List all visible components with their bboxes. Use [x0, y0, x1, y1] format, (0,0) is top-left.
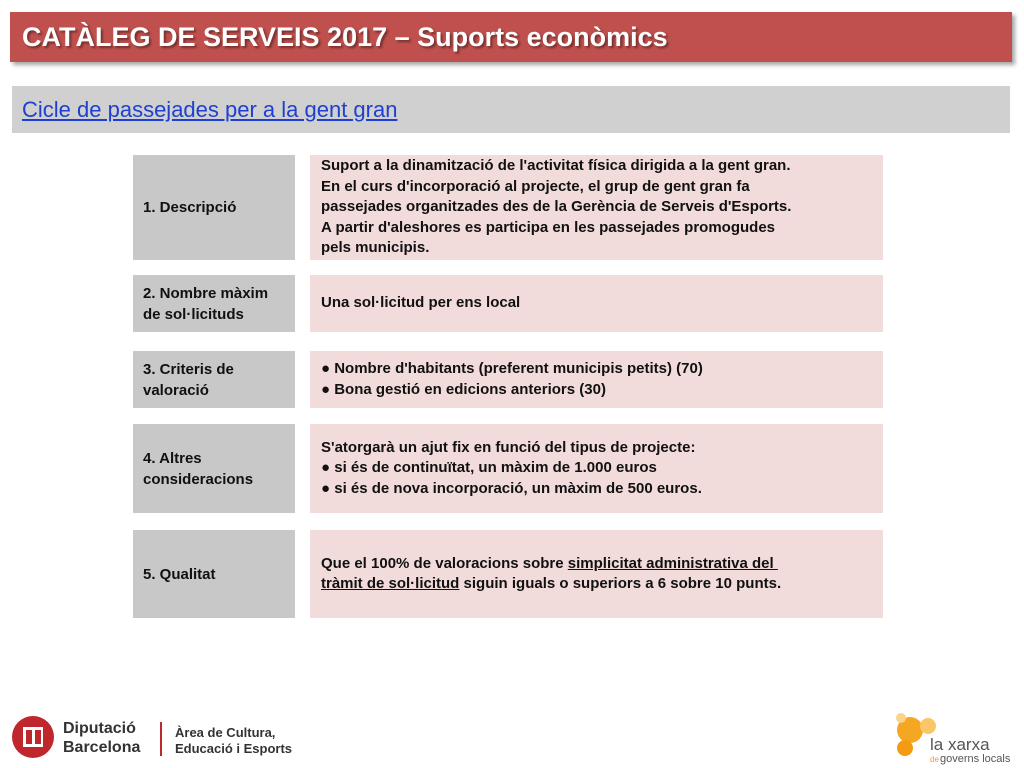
label-line: de sol·licituds: [143, 305, 244, 323]
content-line: tràmit de sol·licitud siguin iguals o su…: [321, 574, 781, 595]
logo-text: Barcelona: [63, 739, 140, 756]
logo-stripe: [26, 730, 32, 744]
subtitle-bar: Cicle de passejades per a la gent gran: [12, 86, 1010, 133]
label-line: consideracions: [143, 470, 254, 488]
row-label: 3. Criteris de valoració: [133, 351, 295, 408]
title-bar: CATÀLEG DE SERVEIS 2017 – Suports econòm…: [10, 12, 1012, 62]
label-line: valoració: [143, 381, 209, 399]
label-line: 4. Altres: [143, 449, 202, 467]
label-text: 5. Qualitat: [143, 564, 216, 585]
content-text: ● Nombre d'habitants (preferent municipi…: [321, 359, 703, 400]
content-text: Que el 100% de valoracions sobre simplic…: [321, 554, 781, 595]
logo-dot: [897, 717, 923, 743]
label-line: 3. Criteris de: [143, 360, 234, 378]
content-line: passejades organitzades des de la Gerènc…: [321, 198, 792, 216]
logo-dot: [920, 718, 936, 734]
content-segment: tràmit de sol·licitud: [321, 575, 460, 592]
content-line: En el curs d'incorporació al projecte, e…: [321, 177, 750, 195]
row-label: 2. Nombre màxim de sol·licituds: [133, 275, 295, 332]
label-text: 3. Criteris de valoració: [143, 359, 234, 401]
label-text: 4. Altres consideracions: [143, 448, 253, 490]
content-text: Una sol·licitud per ens local: [321, 293, 520, 314]
content-text: S'atorgarà un ajut fix en funció del tip…: [321, 438, 702, 500]
content-line: Una sol·licitud per ens local: [321, 294, 521, 312]
content-line: Suport a la dinamització de l'activitat …: [321, 157, 791, 175]
logo-text: la xarxa: [930, 735, 990, 754]
content-segment: Que el 100% de valoracions sobre: [321, 554, 568, 572]
logo-text: de: [930, 755, 939, 764]
logo-text: governs locals: [940, 753, 1011, 765]
row-content: Suport a la dinamització de l'activitat …: [310, 155, 883, 260]
label-text: 1. Descripció: [143, 197, 236, 218]
content-line: Que el 100% de valoracions sobre simplic…: [321, 554, 781, 575]
content-text: Suport a la dinamització de l'activitat …: [321, 156, 791, 259]
department-text: Àrea de Cultura,: [175, 725, 275, 740]
subtitle-link[interactable]: Cicle de passejades per a la gent gran: [22, 97, 398, 122]
title: CATÀLEG DE SERVEIS 2017 – Suports econòm…: [22, 22, 668, 52]
content-line: A partir d'aleshores es participa en les…: [321, 218, 776, 236]
row-label: 1. Descripció: [133, 155, 295, 260]
department-text: Educació i Esports: [175, 741, 292, 756]
logo-text: Diputació: [63, 720, 136, 737]
row-content: Que el 100% de valoracions sobre simplic…: [310, 530, 883, 618]
row-label: 5. Qualitat: [133, 530, 295, 618]
label-text: 2. Nombre màxim de sol·licituds: [143, 283, 268, 325]
label-line: 5. Qualitat: [143, 565, 216, 583]
label-line: 2. Nombre màxim: [143, 284, 269, 302]
content-line: ● Nombre d'habitants (preferent municipi…: [321, 360, 703, 377]
content-line: ● si és de nova incorporació, un màxim d…: [321, 479, 702, 497]
logo-dot: [896, 713, 906, 723]
logo-dot: [897, 740, 913, 756]
row-content: Una sol·licitud per ens local: [310, 275, 883, 332]
row-content: ● Nombre d'habitants (preferent municipi…: [310, 351, 883, 408]
logo-stripe: [35, 730, 41, 744]
content-segment: siguin iguals o superiors a 6 sobre 10 p…: [459, 575, 782, 592]
content-line: ● Bona gestió en edicions anteriors (30): [321, 380, 606, 398]
footer-right: la xarxa de governs locals: [896, 713, 1011, 765]
row-label: 4. Altres consideracions: [133, 424, 295, 513]
row-content: S'atorgarà un ajut fix en funció del tip…: [310, 424, 883, 513]
footer-left: Diputació Barcelona Àrea de Cultura, Edu…: [12, 716, 292, 758]
content-line: pels municipis.: [321, 239, 430, 257]
content-line: ● si és de continuïtat, un màxim de 1.00…: [321, 459, 657, 477]
content-segment: simplicitat administrativa del: [567, 554, 778, 572]
label-line: 1. Descripció: [143, 199, 237, 216]
content-line: S'atorgarà un ajut fix en funció del tip…: [321, 438, 696, 456]
